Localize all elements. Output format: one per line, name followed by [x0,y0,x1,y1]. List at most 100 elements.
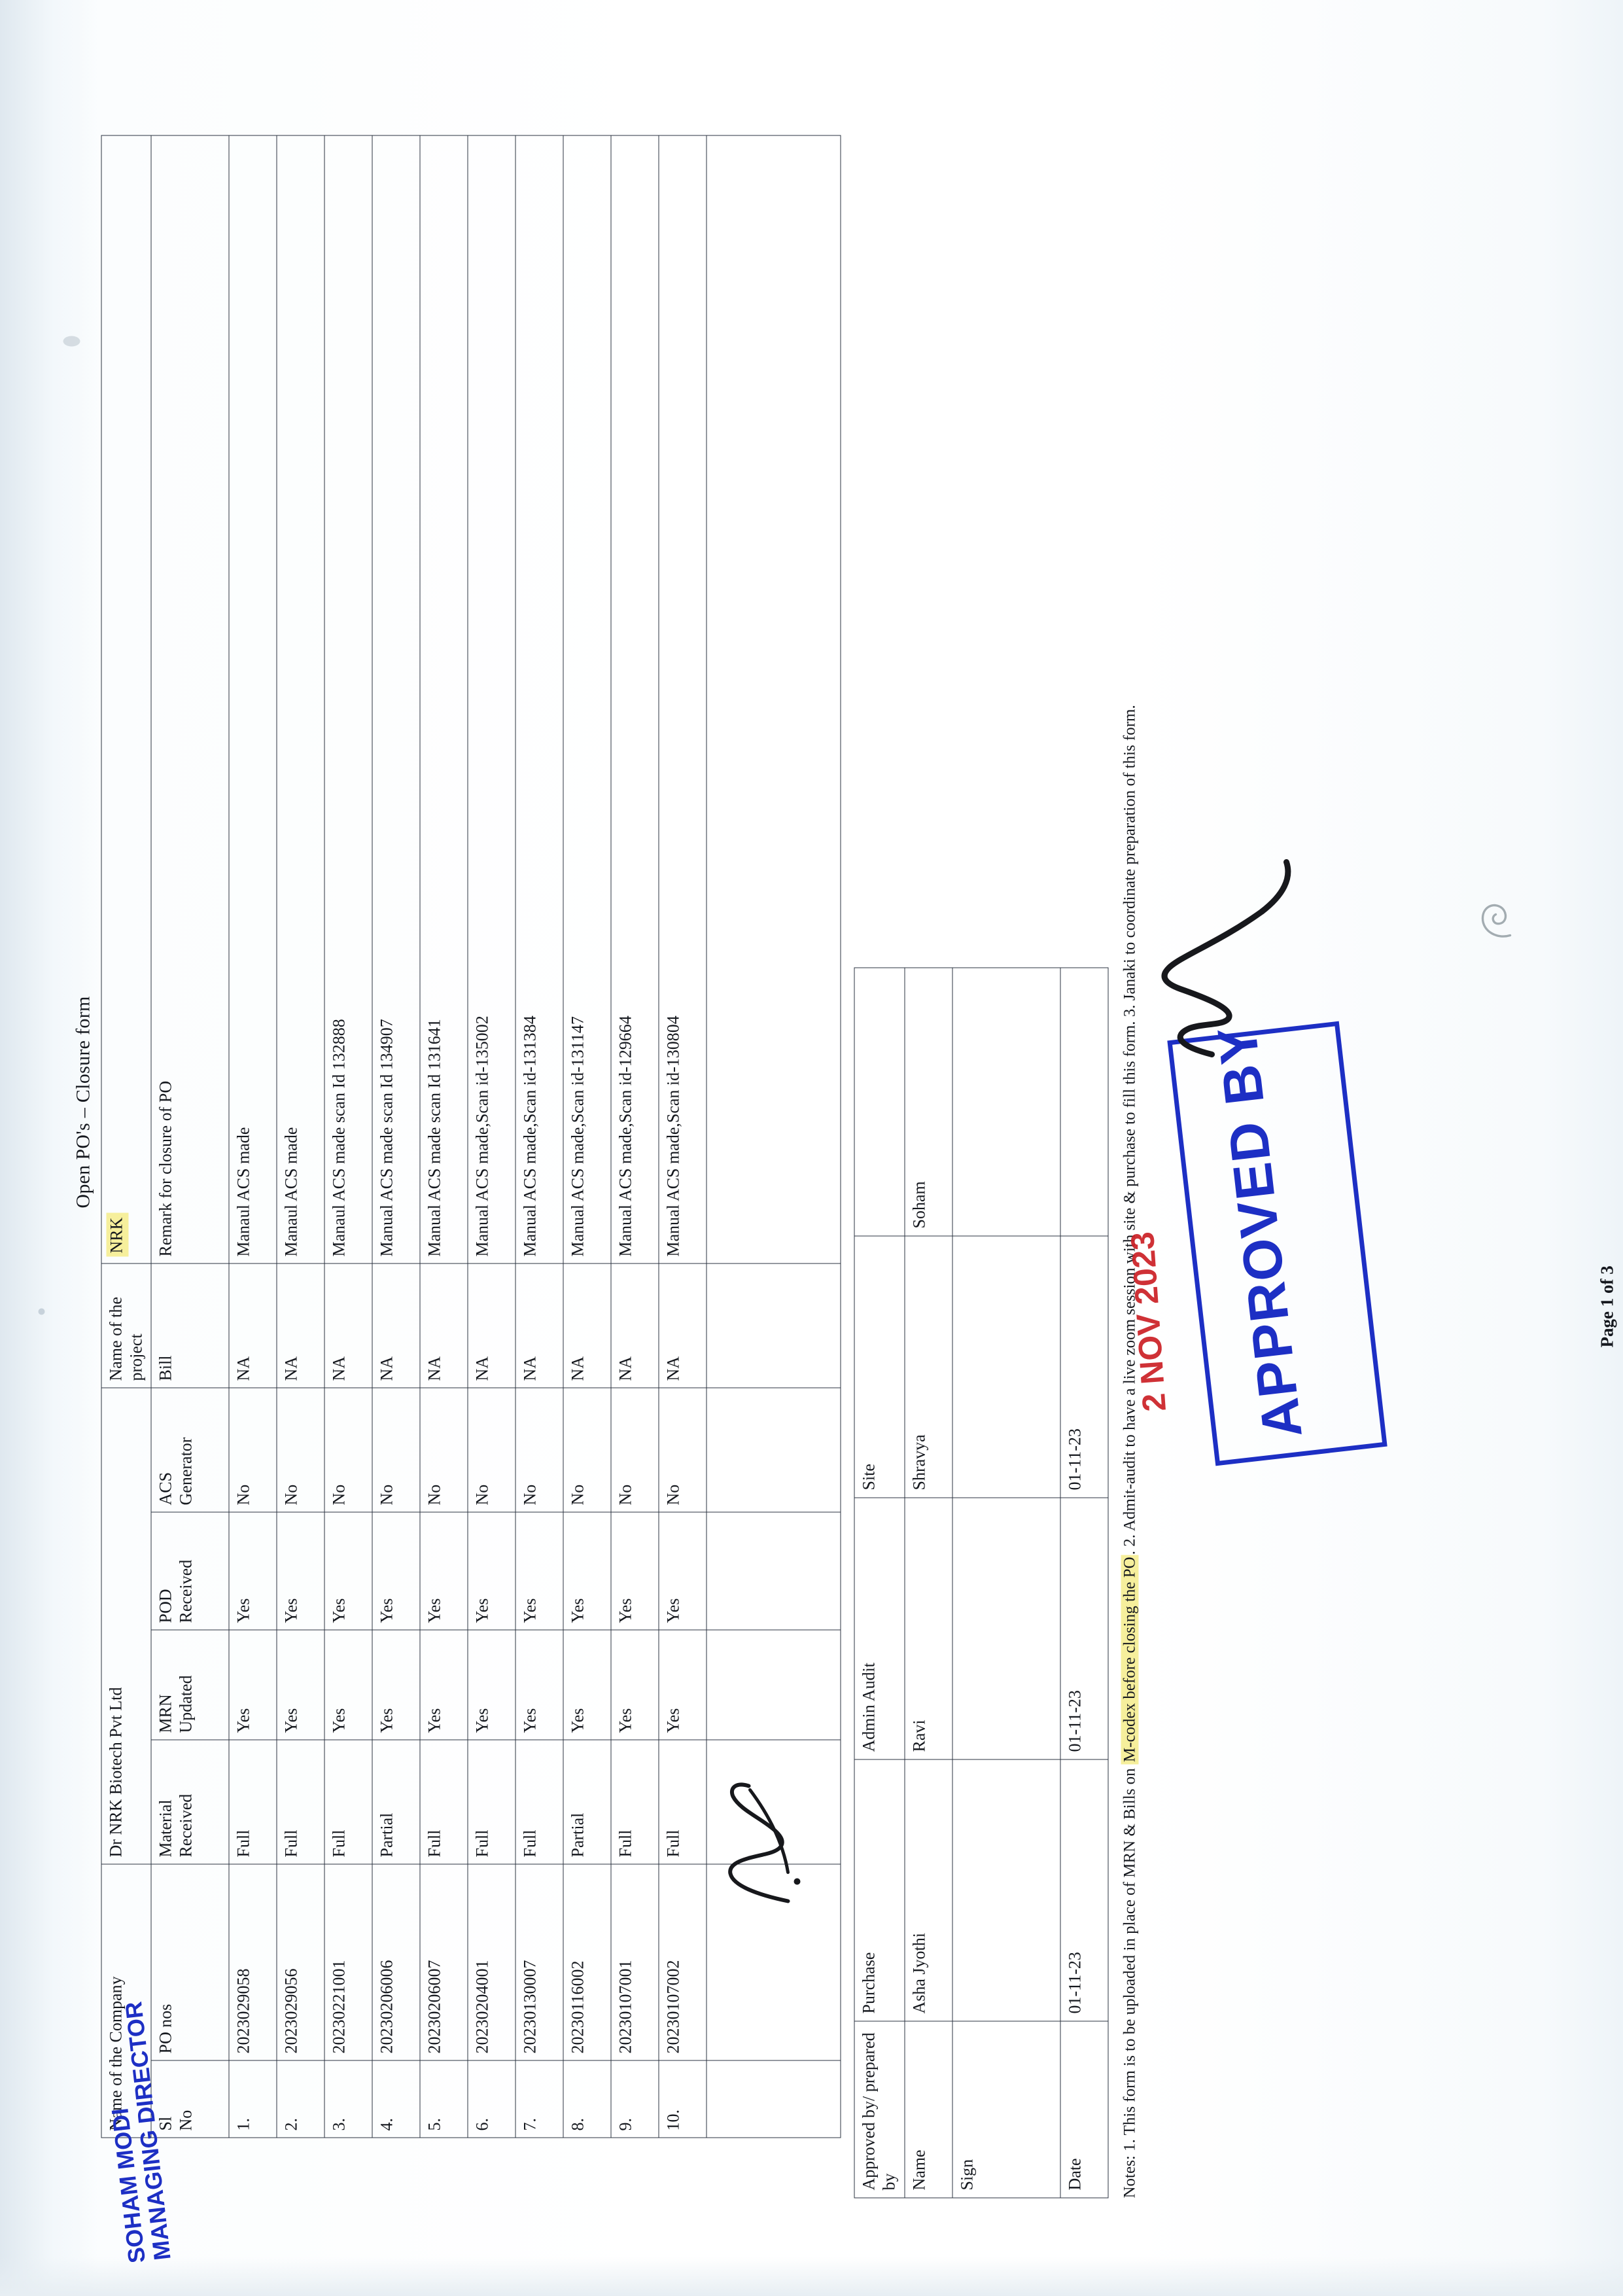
col-header-pod: POD Received [150,1511,229,1630]
cell-mrn: Yes [276,1629,324,1740]
cell-sl-blank [706,2060,841,2138]
cell-sl: 8. [563,2060,611,2138]
col-header-acs: ACS Generator [150,1387,229,1512]
table-row: 6. 20230204001 Full Yes Yes No NA Manual… [467,135,515,2138]
signoff-sign-purchase [952,1759,1060,2021]
cell-remark: Manaul ACS made scan Id 132888 [324,135,372,1263]
signoff-date-approver [1060,967,1108,1236]
cell-remark-blank [706,135,841,1263]
col-header-sl-line2: No [176,2110,196,2130]
signoff-date-site: 01-11-23 [1060,1235,1108,1498]
cell-acs: No [515,1387,563,1512]
table-row: 4. 20230206006 Partial Yes Yes No NA Man… [372,135,420,2138]
cell-material: Partial [563,1739,611,1864]
table-row: 8. 20230116002 Partial Yes Yes No NA Man… [563,135,611,2138]
cell-material: Full [658,1739,707,1864]
signoff-name-admin-audit: Ravi [904,1497,952,1759]
table-blank-row [706,135,841,2138]
project-label-cell: Name of the project [101,1263,151,1388]
company-label-cell: Name of the Company [101,1863,151,2138]
signoff-role-purchase: Purchase [854,1759,905,2021]
cell-pod: Yes [515,1511,563,1630]
signoff-sign-approver [952,967,1060,1236]
cell-bill: NA [610,1263,659,1388]
cell-pod: Yes [324,1511,372,1630]
cell-material: Full [324,1739,372,1864]
signoff-header-label: Approved by/ prepared by [854,2021,905,2198]
cell-bill: NA [515,1263,563,1388]
table-row: 7. 20230130007 Full Yes Yes No NA Manual… [515,135,563,2138]
signoff-name-purchase: Asha Jyothi [904,1759,952,2021]
cell-sl: 3. [324,2060,372,2138]
table-row: 2. 2023029056 Full Yes Yes No NA Manaul … [276,135,324,2138]
scan-speck [38,1308,44,1315]
cell-acs: No [372,1387,420,1512]
cell-pod: Yes [563,1511,611,1630]
signoff-name-row: Name Asha Jyothi Ravi Shravya Soham [904,967,952,2198]
table-row: 3. 20230221001 Full Yes Yes No NA Manaul… [324,135,372,2138]
cell-material-blank [706,1739,841,1864]
info-header-row: Name of the Company Dr NRK Biotech Pvt L… [101,135,151,2138]
cell-acs: No [467,1387,515,1512]
cell-acs: No [658,1387,707,1512]
notes-item-1-pre: 1. This form is to be uploaded in place … [1120,1763,1138,2151]
col-header-sl-line1: Sl [156,2116,175,2130]
document-content: Open PO's – Closure form Name of the Com… [72,84,1616,2198]
col-header-material-line2: Received [176,1793,196,1857]
signoff-sign-row: Sign [952,967,1060,2198]
signoff-sign-site [952,1235,1060,1498]
table-row: 1. 2023029058 Full Yes Yes No NA Manaul … [228,135,277,2138]
cell-material: Full [515,1739,563,1864]
cell-mrn: Yes [467,1629,515,1740]
cell-po: 20230107002 [658,1863,707,2060]
cell-pod: Yes [372,1511,420,1630]
signoff-header-row: Approved by/ prepared by Purchase Admin … [854,967,905,2198]
cell-acs: No [419,1387,468,1512]
cell-pod: Yes [419,1511,468,1630]
cell-po: 20230206007 [419,1863,468,2060]
table-header-row: Sl No PO nos Material Received MRN Updat… [150,135,229,2138]
cell-sl: 10. [658,2060,707,2138]
cell-po: 20230204001 [467,1863,515,2060]
cell-acs: No [610,1387,659,1512]
signoff-sign-admin-audit [952,1497,1060,1759]
cell-material: Partial [372,1739,420,1864]
cell-acs: No [563,1387,611,1512]
cell-acs: No [276,1387,324,1512]
signoff-table: Approved by/ prepared by Purchase Admin … [854,967,1108,2198]
notes-item-3: 3. Janaki to coordinate preparation of t… [1120,704,1138,1017]
col-header-material: Material Received [150,1739,229,1864]
col-header-pod-line1: POD [156,1588,175,1623]
cell-remark: Manual ACS made,Scan id-135002 [467,135,515,1263]
signoff-section: Approved by/ prepared by Purchase Admin … [854,84,1108,2198]
cell-pod-blank [706,1511,841,1630]
cell-pod: Yes [610,1511,659,1630]
notes-label: Notes: [1120,2155,1138,2198]
paper-edge-shadow-left [0,0,98,2296]
cell-material: Full [610,1739,659,1864]
cell-pod: Yes [658,1511,707,1630]
notes-item-1-post: . [1120,1550,1138,1555]
cell-sl: 4. [372,2060,420,2138]
col-header-acs-line1: ACS [156,1472,175,1505]
cell-remark: Manual ACS made scan Id 131641 [419,135,468,1263]
cell-sl: 2. [276,2060,324,2138]
cell-po-blank [706,1863,841,2060]
table-row: 5. 20230206007 Full Yes Yes No NA Manual… [419,135,468,2138]
col-header-acs-line2: Generator [176,1437,196,1505]
signoff-role-admin-audit: Admin Audit [854,1497,905,1759]
cell-material: Full [276,1739,324,1864]
cell-bill: NA [658,1263,707,1388]
col-header-bill: Bill [150,1263,229,1388]
cell-sl: 9. [610,2060,659,2138]
cell-pod: Yes [467,1511,515,1630]
signoff-date-admin-audit: 01-11-23 [1060,1497,1108,1759]
signoff-name-site: Shravya [904,1235,952,1498]
cell-bill: NA [276,1263,324,1388]
signoff-role-blank [854,967,905,1236]
cell-mrn: Yes [324,1629,372,1740]
cell-remark: Manual ACS made scan Id 134907 [372,135,420,1263]
